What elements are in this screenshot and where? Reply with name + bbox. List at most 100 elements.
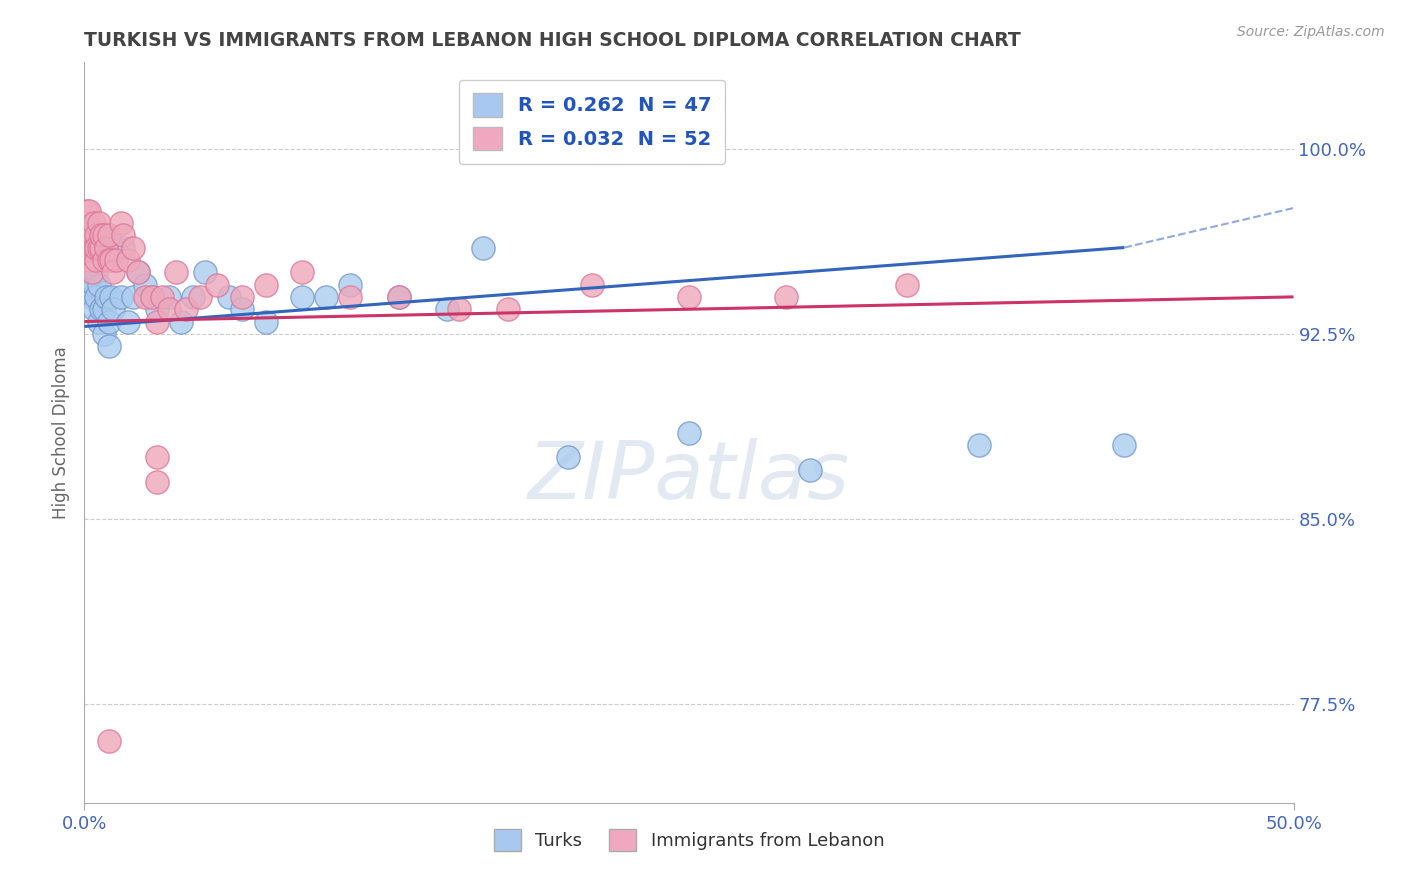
Point [87,314,110,328]
Point [678,290,700,304]
Point [93,252,115,267]
Point [231,290,253,304]
Point [134,290,156,304]
Point [90,240,112,254]
Y-axis label: High School Diploma: High School Diploma [52,346,70,519]
Point [76,240,98,254]
Point [80,252,103,267]
Point [86,252,108,267]
Point [141,290,163,304]
Point [291,290,314,304]
Point [388,290,411,304]
Point [775,290,797,304]
Point [339,277,361,292]
Point [86,228,108,243]
Point [76,203,98,218]
Point [190,290,212,304]
Point [83,302,105,317]
Point [146,302,169,317]
Point [150,290,173,304]
Point [194,265,217,279]
Point [103,265,125,279]
Point [315,290,337,304]
Point [254,277,277,292]
Point [678,425,700,440]
Point [121,290,143,304]
Point [388,290,411,304]
Point [80,290,103,304]
Point [110,290,132,304]
Point [254,314,277,328]
Point [117,252,139,267]
Point [100,252,122,267]
Point [87,277,110,292]
Point [77,240,100,254]
Point [207,277,229,292]
Point [134,277,156,292]
Point [87,240,110,254]
Point [97,314,120,328]
Point [76,252,98,267]
Point [157,302,180,317]
Point [174,302,197,317]
Point [1114,438,1136,452]
Point [77,265,100,279]
Point [157,290,180,304]
Point [90,228,112,243]
Point [80,228,103,243]
Point [112,228,135,243]
Point [97,734,120,748]
Point [127,265,149,279]
Point [83,277,105,292]
Point [496,302,519,317]
Point [127,265,149,279]
Point [121,240,143,254]
Legend: Turks, Immigrants from Lebanon: Turks, Immigrants from Lebanon [485,821,893,861]
Point [77,203,100,218]
Point [112,240,135,254]
Point [104,240,127,254]
Point [94,240,117,254]
Point [100,290,122,304]
Point [97,252,120,267]
Point [97,339,120,353]
Point [83,216,105,230]
Point [799,462,821,476]
Point [231,302,253,317]
Point [77,277,100,292]
Point [103,302,125,317]
Point [104,252,127,267]
Point [141,290,163,304]
Point [146,314,169,328]
Point [967,438,990,452]
Point [86,265,108,279]
Point [77,252,100,267]
Point [436,302,458,317]
Point [146,475,169,489]
Point [90,302,112,317]
Point [117,314,139,328]
Text: TURKISH VS IMMIGRANTS FROM LEBANON HIGH SCHOOL DIPLOMA CORRELATION CHART: TURKISH VS IMMIGRANTS FROM LEBANON HIGH … [84,30,1021,50]
Point [165,265,187,279]
Point [86,290,108,304]
Point [94,290,117,304]
Point [93,326,115,341]
Point [97,228,120,243]
Point [93,228,115,243]
Point [557,450,579,465]
Point [449,302,471,317]
Point [76,216,98,230]
Point [80,265,103,279]
Point [218,290,240,304]
Point [339,290,361,304]
Point [86,240,108,254]
Point [83,240,105,254]
Point [146,450,169,465]
Point [170,314,193,328]
Point [581,277,603,292]
Point [291,265,314,279]
Point [87,216,110,230]
Text: Source: ZipAtlas.com: Source: ZipAtlas.com [1237,25,1385,39]
Point [896,277,918,292]
Point [110,216,132,230]
